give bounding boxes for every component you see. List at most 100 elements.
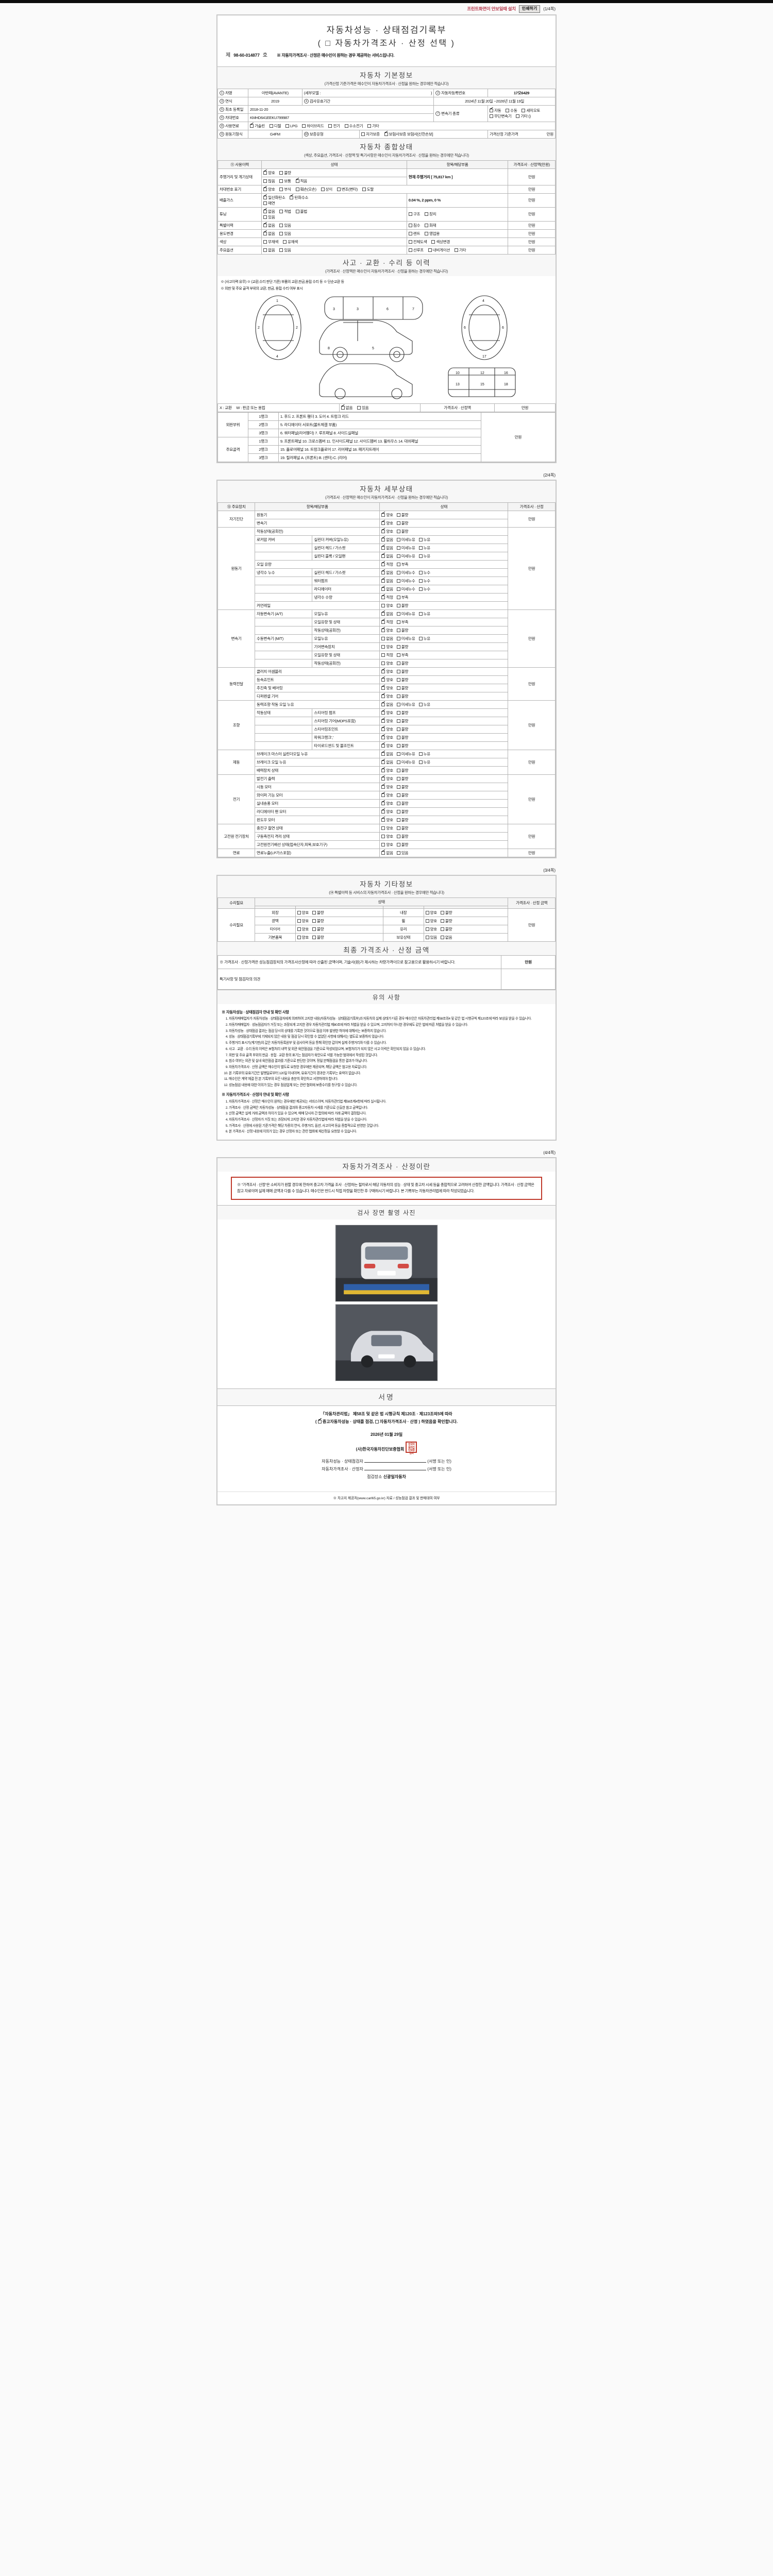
opt-없음[interactable]: 없음 [381,552,393,559]
checkbox-icon[interactable] [381,758,385,764]
checkbox-icon[interactable] [396,719,400,723]
checkbox-icon[interactable] [381,618,385,624]
checkbox-icon[interactable] [263,222,267,227]
checkbox-icon[interactable] [425,935,429,939]
fuel-option-other[interactable]: 기타 [367,123,379,129]
opt-device[interactable]: 장치 [424,211,436,217]
checkbox-icon[interactable] [396,595,400,599]
trans-cvt-option[interactable]: 무단변속기 [489,113,512,119]
opt-미세누유[interactable]: 미세누유 [396,759,415,765]
inspector-signature-1[interactable] [364,1462,427,1463]
opt-양호[interactable]: 양호 [381,692,393,699]
checkbox-icon[interactable] [361,132,365,136]
checkbox-icon[interactable] [522,109,526,113]
checkbox-icon[interactable] [396,537,400,541]
opt-양호[interactable]: 양호 [381,734,393,740]
opt-누수[interactable]: 누수 [418,578,430,584]
checkbox-icon[interactable] [279,209,283,213]
checkbox-icon[interactable] [396,842,400,846]
fuel-option-lpg[interactable]: LPG [285,123,298,129]
opt-누유[interactable]: 누유 [418,611,430,617]
opt-flood[interactable]: 침수 [408,223,420,228]
opt-불량[interactable]: 불량 [396,603,408,608]
checkbox-icon[interactable] [396,818,400,822]
checkbox-icon[interactable] [381,569,385,574]
opt-양호[interactable]: 양호 [381,842,393,848]
opt-exists[interactable]: 있음 [279,231,291,236]
opt-누수[interactable]: 누수 [418,570,430,575]
trans-auto-option[interactable]: 자동 [489,107,501,113]
checkbox-icon[interactable] [381,684,385,690]
opt-불량[interactable]: 불량 [396,520,408,526]
opt-양호[interactable]: 양호 [425,918,437,924]
opt-불량[interactable]: 불량 [396,512,408,518]
fuel-option-gasoline[interactable]: 가솔린 [249,122,265,129]
opt-exists[interactable]: 있음 [357,405,369,411]
opt-양호[interactable]: 양호 [381,519,393,526]
opt-none[interactable]: 없음 [263,247,275,253]
opt-양호[interactable]: 양호 [381,742,393,749]
checkbox-icon[interactable] [418,537,423,541]
checkbox-icon[interactable] [381,676,385,682]
checkbox-icon[interactable] [279,231,283,235]
checkbox-icon[interactable] [317,1418,322,1424]
checkbox-icon[interactable] [396,809,400,814]
opt-불량[interactable]: 불량 [396,669,408,674]
opt-불량[interactable]: 불량 [396,677,408,683]
checkbox-icon[interactable] [302,124,306,128]
opt-불량[interactable]: 불량 [396,784,408,790]
opt-양호[interactable]: 양호 [381,767,393,773]
opt-불량[interactable]: 불량 [396,529,408,534]
opt-불량[interactable]: 불량 [440,918,452,924]
opt-누유[interactable]: 누유 [418,759,430,765]
opt-양호[interactable]: 양호 [425,910,437,916]
opt-부족[interactable]: 부족 [396,595,408,600]
checkbox-icon[interactable] [396,776,400,781]
checkbox-icon[interactable] [418,760,423,764]
checkbox-icon[interactable] [381,767,385,772]
checkbox-icon[interactable] [381,668,385,673]
checkbox-icon[interactable] [381,692,385,698]
opt-불량[interactable]: 불량 [396,834,408,839]
checkbox-icon[interactable] [285,124,289,128]
opt-불량[interactable]: 불량 [396,825,408,831]
checkbox-icon[interactable] [396,562,400,566]
opt-양호[interactable]: 양호 [381,808,393,815]
opt-없음[interactable]: 없음 [381,750,393,757]
opt-미세누수[interactable]: 미세누수 [396,578,415,584]
checkbox-icon[interactable] [381,594,385,599]
checkbox-icon[interactable] [297,919,301,923]
opt-적정[interactable]: 적정 [381,618,393,625]
opt-불량[interactable]: 불량 [396,718,408,724]
checkbox-icon[interactable] [381,661,385,665]
opt-양호[interactable]: 양호 [297,910,309,916]
checkbox-icon[interactable] [396,702,400,706]
checkbox-icon[interactable] [297,910,301,914]
opt-있음[interactable]: 있음 [396,850,408,856]
checkbox-icon[interactable] [440,910,444,914]
opt-etc[interactable]: 기타 [454,247,466,253]
checkbox-icon[interactable] [381,653,385,657]
opt-불량[interactable]: 불량 [312,910,324,916]
checkbox-icon[interactable] [381,603,385,607]
checkbox-icon[interactable] [396,529,400,533]
checkbox-icon[interactable] [290,194,294,199]
checkbox-icon[interactable] [381,842,385,846]
checkbox-icon[interactable] [418,752,423,756]
opt-양호[interactable]: 양호 [381,825,393,831]
opt-없음[interactable]: 없음 [440,935,452,940]
checkbox-icon[interactable] [424,212,428,216]
opt-color-change[interactable]: 색상변경 [431,239,450,245]
trans-etc-option[interactable]: 기타 () [516,113,531,119]
checkbox-icon[interactable] [341,404,345,410]
checkbox-icon[interactable] [396,653,400,657]
opt-양호[interactable]: 양호 [381,644,393,650]
opt-good[interactable]: 양호 [263,169,275,176]
opt-양호[interactable]: 양호 [381,725,393,732]
opt-none[interactable]: 없음 [263,230,275,236]
opt-commercial[interactable]: 영업용 [424,231,440,236]
opt-부족[interactable]: 부족 [396,619,408,625]
opt-불량[interactable]: 불량 [396,817,408,823]
checkbox-icon[interactable] [381,536,385,541]
checkbox-icon[interactable] [418,546,423,550]
